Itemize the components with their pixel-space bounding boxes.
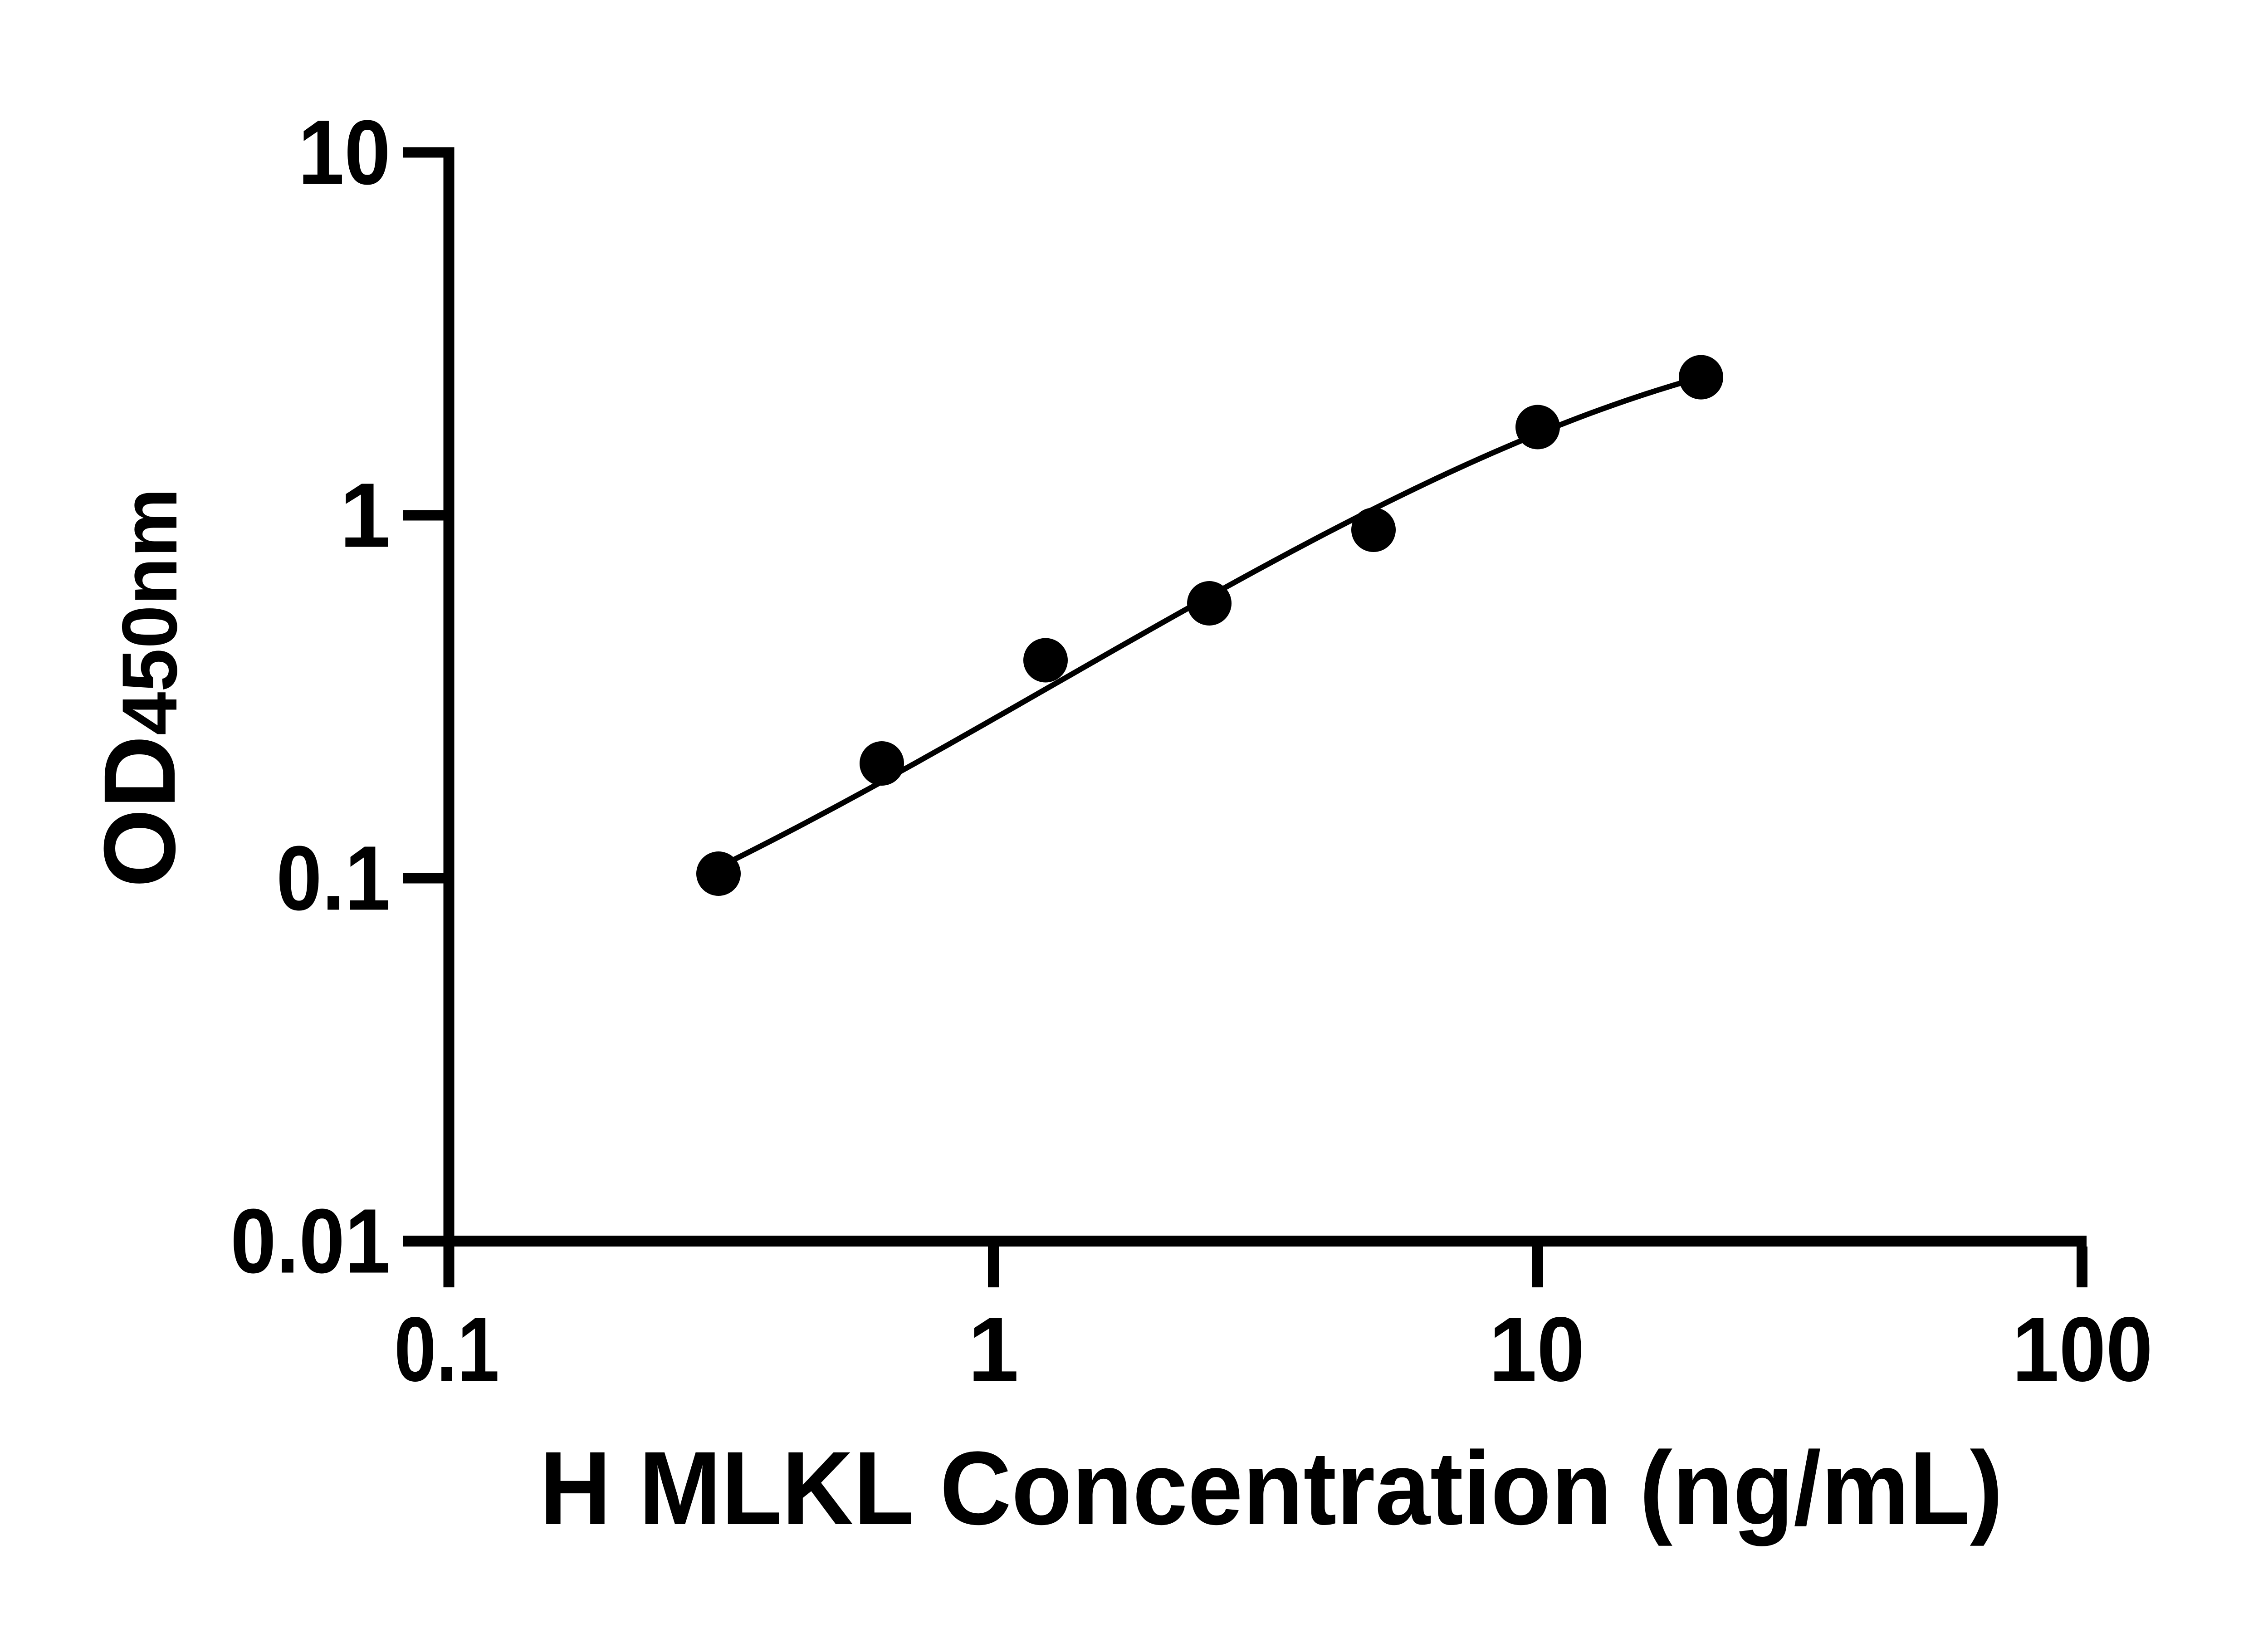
svg-text:H MLKL Concentration (ng/mL): H MLKL Concentration (ng/mL) bbox=[540, 1430, 2003, 1546]
svg-text:0.1: 0.1 bbox=[394, 1298, 499, 1400]
svg-text:10: 10 bbox=[298, 101, 391, 204]
svg-text:1: 1 bbox=[340, 464, 391, 567]
svg-text:1: 1 bbox=[968, 1298, 1019, 1400]
svg-text:100: 100 bbox=[2012, 1298, 2153, 1400]
svg-text:0.1: 0.1 bbox=[276, 827, 391, 929]
svg-text:10: 10 bbox=[1489, 1298, 1585, 1400]
svg-text:0.01: 0.01 bbox=[230, 1190, 391, 1292]
svg-text:OD450nm: OD450nm bbox=[83, 488, 196, 888]
